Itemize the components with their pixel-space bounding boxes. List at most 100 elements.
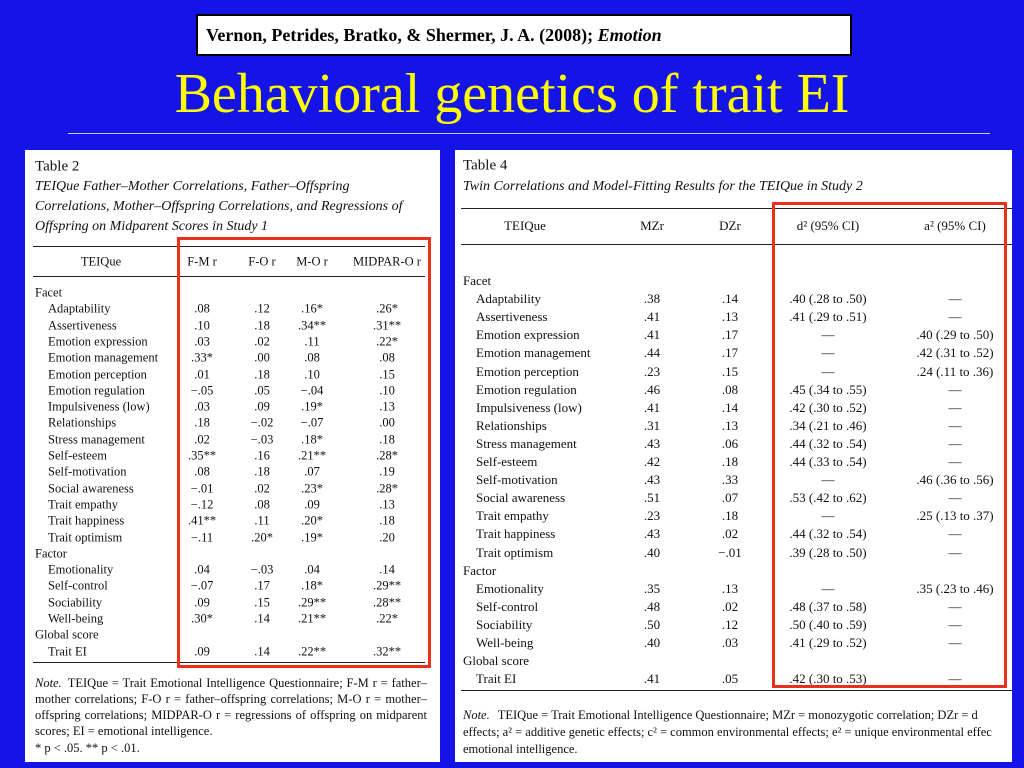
cell: .08 [194, 301, 210, 316]
cell: — [948, 490, 962, 506]
cell: .31** [372, 318, 402, 333]
cell: .39 (.28 to .50) [789, 544, 867, 560]
cell: −.03 [250, 562, 274, 577]
column-header: d² (95% CI) [796, 218, 860, 233]
cell: .18 [721, 454, 739, 469]
cell: .40 (.28 to .50) [789, 291, 867, 307]
column-header: F-O r [248, 254, 276, 269]
cell: .44 (.33 to .54) [789, 454, 867, 469]
section-label: Global score [35, 627, 99, 642]
cell: — [948, 635, 962, 650]
row-label: Relationships [48, 415, 117, 430]
cell: .09 [254, 399, 270, 414]
cell: .14 [254, 611, 270, 626]
cell: .15 [254, 595, 270, 610]
cell: .17 [254, 578, 270, 593]
cell: .15 [721, 363, 739, 379]
cell: .05 [721, 671, 739, 687]
cell: .23 [643, 508, 661, 524]
row-label: Self-control [476, 598, 539, 614]
cell: .50 (.40 to .59) [789, 616, 867, 632]
cell: .02 [254, 334, 270, 349]
row-label: Emotion expression [476, 327, 580, 343]
row-label: Social awareness [48, 481, 134, 496]
cell: .41 (.29 to .51) [789, 309, 867, 325]
cell: .08 [721, 381, 739, 397]
cell: .44 (.32 to .54) [789, 435, 867, 451]
cell: .41 (.29 to .52) [789, 635, 867, 650]
cell: .38 [643, 291, 661, 307]
cell: .41** [187, 513, 217, 528]
citation-box: Vernon, Petrides, Bratko, & Shermer, J. … [196, 14, 852, 56]
cell: — [821, 327, 835, 343]
cell: .32** [372, 644, 402, 659]
cell: .28* [376, 448, 398, 463]
row-label: Self-esteem [48, 448, 108, 463]
cell: — [948, 454, 962, 469]
cell: .28** [372, 595, 402, 610]
cell: — [948, 526, 962, 542]
cell: .35 [643, 580, 661, 596]
cell: .00 [379, 415, 395, 430]
cell: .18 [254, 367, 270, 381]
cell: .19* [301, 530, 323, 544]
cell: .13 [721, 309, 739, 325]
cell: −.01 [190, 481, 214, 496]
table-caption: Twin Correlations and Model-Fitting Resu… [463, 179, 863, 194]
row-label: Adaptability [48, 301, 111, 316]
cell: .20 [379, 530, 395, 544]
cell: .14 [254, 644, 270, 659]
row-label: Self-control [48, 578, 108, 593]
cell: — [948, 544, 962, 560]
cell: .30* [191, 611, 213, 626]
row-label: Emotion perception [48, 367, 147, 381]
cell: .06 [721, 435, 739, 451]
cell: .43 [643, 472, 661, 488]
slide-title: Behavioral genetics of trait EI [174, 63, 850, 125]
row-label: Well-being [48, 611, 104, 626]
cell: .02 [254, 481, 270, 496]
column-header: TEIQue [80, 254, 122, 269]
row-label: Adaptability [476, 291, 541, 307]
cell: .11 [254, 513, 270, 528]
row-label: Emotion management [48, 350, 159, 365]
divider [68, 133, 990, 134]
table-2-image: Table 2 TEIQue Father–Mother Correlations… [25, 150, 440, 762]
cell: .46 [643, 381, 661, 397]
row-label: Emotionality [48, 562, 114, 577]
cell: .48 (.37 to .58) [789, 598, 867, 614]
row-label: Social awareness [476, 490, 566, 506]
cell: — [948, 291, 962, 307]
cell: .08 [304, 350, 320, 365]
cell: .13 [379, 399, 395, 414]
note-label: Note. [463, 708, 490, 722]
cell: .42 [643, 454, 661, 469]
cell: .35 (.23 to .46) [916, 580, 994, 596]
cell: .45 (.34 to .55) [789, 381, 867, 397]
row-label: Trait happiness [48, 513, 125, 528]
cell: .03 [194, 334, 210, 349]
cell: — [821, 580, 835, 596]
highlight-box [772, 202, 1007, 688]
row-label: Emotionality [476, 580, 544, 596]
cell: .01 [194, 367, 210, 381]
cell: .18 [254, 318, 270, 333]
row-label: Trait optimism [48, 530, 123, 544]
row-label: Assertiveness [48, 318, 117, 333]
rule [33, 246, 425, 247]
cell: — [948, 435, 962, 451]
row-label: Self-motivation [476, 472, 558, 488]
cell: −.11 [190, 530, 214, 544]
cell: .18* [301, 432, 323, 447]
cell: .14 [379, 562, 395, 577]
rule [33, 276, 425, 277]
cell: −.04 [300, 383, 324, 398]
rule [461, 208, 1012, 209]
row-label: Trait optimism [476, 544, 554, 560]
cell: .08 [194, 464, 210, 479]
cell: −.07 [190, 578, 214, 593]
cell: .21** [297, 611, 327, 626]
cell: — [948, 309, 962, 325]
cell: .11 [304, 334, 320, 349]
row-label: Emotion regulation [476, 381, 577, 397]
